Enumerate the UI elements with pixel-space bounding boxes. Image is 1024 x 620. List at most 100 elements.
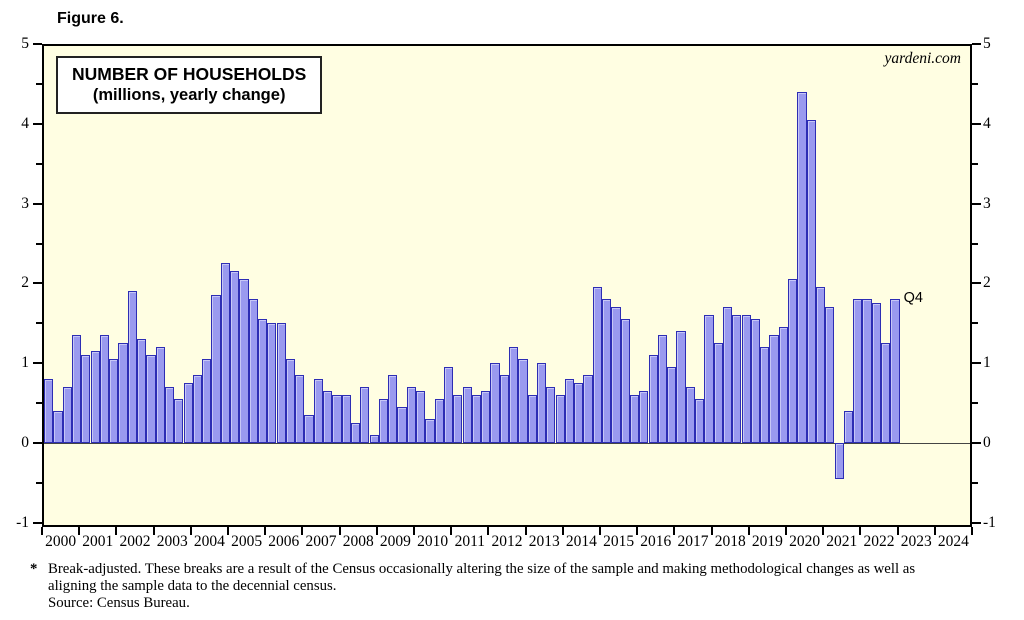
footnote-asterisk: *: [30, 561, 38, 577]
x-axis-year-label: 2006: [268, 533, 300, 550]
chart-title-box: NUMBER OF HOUSEHOLDS (millions, yearly c…: [56, 56, 323, 114]
y-axis-tick-left: [33, 362, 42, 365]
bar: [732, 315, 742, 443]
x-axis-tick: [859, 527, 862, 535]
x-axis-year-label: 2008: [342, 533, 374, 550]
bar: [471, 395, 482, 443]
bar: [44, 379, 54, 443]
bar: [202, 359, 212, 443]
bar: [806, 119, 816, 443]
bar: [62, 387, 72, 443]
chart-plot-area: NUMBER OF HOUSEHOLDS (millions, yearly c…: [42, 44, 972, 527]
x-axis-year-label: 2005: [231, 533, 263, 550]
bar: [611, 307, 621, 443]
bar: [341, 395, 351, 443]
y-axis-tick-right: [972, 242, 978, 245]
bar: [304, 415, 314, 443]
y-axis-label-left: 1: [21, 354, 29, 372]
bar: [546, 387, 556, 443]
bar: [146, 355, 156, 443]
y-axis-label-right: 1: [983, 354, 991, 372]
y-axis-tick-left: [33, 122, 42, 125]
bar: [797, 91, 807, 443]
y-axis-tick-right: [972, 322, 978, 325]
bar: [248, 299, 258, 443]
x-axis-year-label: 2004: [193, 533, 225, 550]
bar: [425, 419, 435, 443]
y-axis-tick-left: [36, 162, 42, 165]
x-axis-tick: [822, 527, 825, 535]
y-axis-tick-left: [33, 43, 42, 45]
bar: [778, 327, 788, 443]
y-axis-label-left: -1: [16, 513, 29, 531]
bar: [71, 335, 82, 443]
bar: [881, 343, 891, 443]
x-axis-tick: [524, 527, 527, 535]
x-axis-year-label: 2010: [417, 533, 449, 550]
x-axis-tick: [599, 527, 601, 535]
bar: [99, 335, 110, 443]
bar: [722, 307, 733, 443]
x-axis-year-label: 2002: [119, 533, 151, 550]
bar: [592, 287, 602, 443]
y-axis-tick-right: [972, 202, 981, 205]
x-axis-year-label: 2007: [305, 533, 337, 550]
y-axis-label-left: 2: [21, 274, 29, 292]
x-axis-tick: [152, 527, 155, 535]
x-axis-year-label: 2012: [491, 533, 523, 550]
y-axis-tick-right: [972, 282, 981, 285]
y-axis-tick-left: [36, 242, 42, 245]
x-axis-tick: [636, 527, 639, 535]
footnote: * Break-adjusted. These breaks are a res…: [30, 561, 990, 611]
bar: [220, 263, 230, 443]
x-axis-tick: [450, 527, 453, 535]
y-axis-label-right: -1: [983, 513, 996, 531]
bar: [453, 395, 463, 443]
bar: [360, 387, 370, 443]
x-axis-year-label: 2015: [603, 533, 635, 550]
x-axis-tick: [375, 527, 378, 535]
bar: [109, 359, 119, 443]
bar: [81, 355, 91, 443]
x-axis-year-label: 2000: [45, 533, 77, 550]
bar: [127, 291, 137, 443]
x-axis-year-label: 2020: [789, 533, 821, 550]
bar: [704, 315, 714, 443]
bar: [239, 279, 249, 443]
bar: [406, 387, 416, 443]
bar: [155, 347, 165, 443]
x-axis-tick: [673, 527, 676, 535]
x-axis-tick: [227, 527, 229, 535]
chart-subtitle: (millions, yearly change): [92, 86, 286, 104]
footnote-line2: aligning the sample data to the decennia…: [48, 577, 337, 594]
chart-title: NUMBER OF HOUSEHOLDS: [72, 64, 307, 84]
x-axis-tick: [933, 527, 936, 535]
x-axis-year-label: 2009: [379, 533, 411, 550]
bar: [602, 299, 612, 443]
x-axis-year-label: 2017: [677, 533, 709, 550]
x-axis-tick: [896, 527, 899, 535]
x-axis-year-label: 2001: [82, 533, 114, 550]
y-axis-tick-right: [972, 442, 981, 444]
y-axis-tick-right: [972, 162, 978, 165]
x-axis-tick: [971, 527, 973, 535]
x-axis-tick: [338, 527, 341, 535]
bar: [843, 411, 854, 443]
bar: [192, 375, 203, 443]
bar: [583, 375, 593, 443]
bar: [871, 303, 881, 443]
bar: [509, 347, 519, 443]
x-axis-tick: [747, 527, 750, 535]
bar: [750, 319, 761, 443]
x-axis-year-label: 2003: [156, 533, 188, 550]
bar: [815, 287, 826, 443]
bar: [323, 391, 333, 443]
y-axis-label-right: 2: [983, 274, 991, 292]
x-axis-tick: [301, 527, 304, 535]
y-axis-tick-left: [33, 521, 42, 524]
bar: [183, 383, 193, 443]
bar: [574, 383, 584, 443]
x-axis-year-label: 2016: [640, 533, 672, 550]
y-axis-label-left: 4: [21, 114, 29, 132]
y-axis-tick-left: [36, 322, 42, 325]
